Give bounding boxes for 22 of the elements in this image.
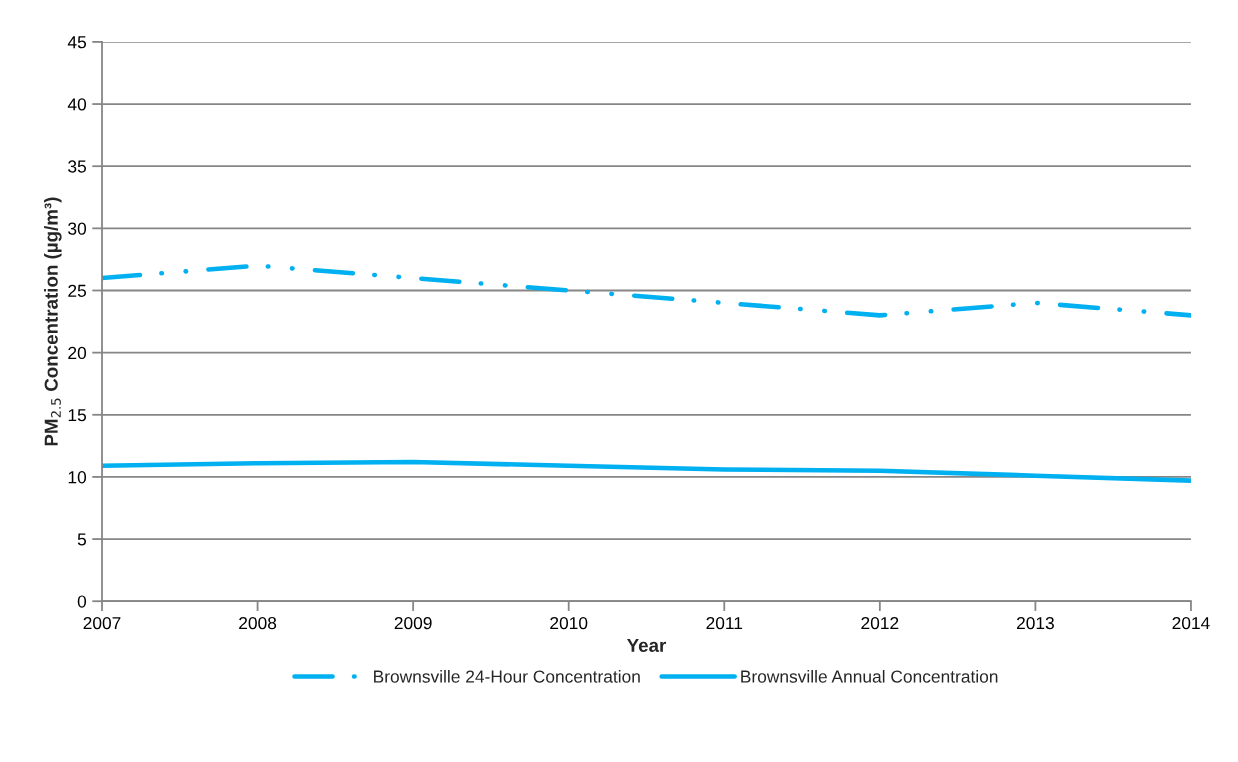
x-tick-label: 2008 <box>239 616 277 630</box>
x-tick-label: 2014 <box>1172 616 1210 630</box>
x-axis-title: Year <box>626 638 667 653</box>
y-axis-title: PM$_{2.5}$ Concentration (µg/m³) <box>44 197 62 446</box>
y-tick-label: 10 <box>68 471 87 484</box>
y-tick-label: 35 <box>68 160 87 173</box>
y-tick-label: 45 <box>67 36 87 49</box>
y-tick-label: 30 <box>68 222 87 235</box>
x-tick-label: 2012 <box>861 616 899 630</box>
x-tick-label: 2011 <box>706 616 743 630</box>
y-tick-label: 0 <box>77 595 87 608</box>
legend-label: Brownsville Annual Concentration <box>741 669 998 683</box>
x-tick-label: 2010 <box>550 616 588 630</box>
y-tick-label: 5 <box>77 533 87 546</box>
x-tick-label: 2009 <box>394 616 432 630</box>
legend-label: Brownsville 24-Hour Concentration <box>374 669 640 683</box>
y-tick-label: 20 <box>68 346 87 360</box>
x-tick-label: 2007 <box>83 616 121 630</box>
y-tick-label: 15 <box>68 409 87 422</box>
y-tick-label: 40 <box>67 98 87 111</box>
x-tick-label: 2013 <box>1016 616 1054 630</box>
y-tick-label: 25 <box>68 284 87 297</box>
